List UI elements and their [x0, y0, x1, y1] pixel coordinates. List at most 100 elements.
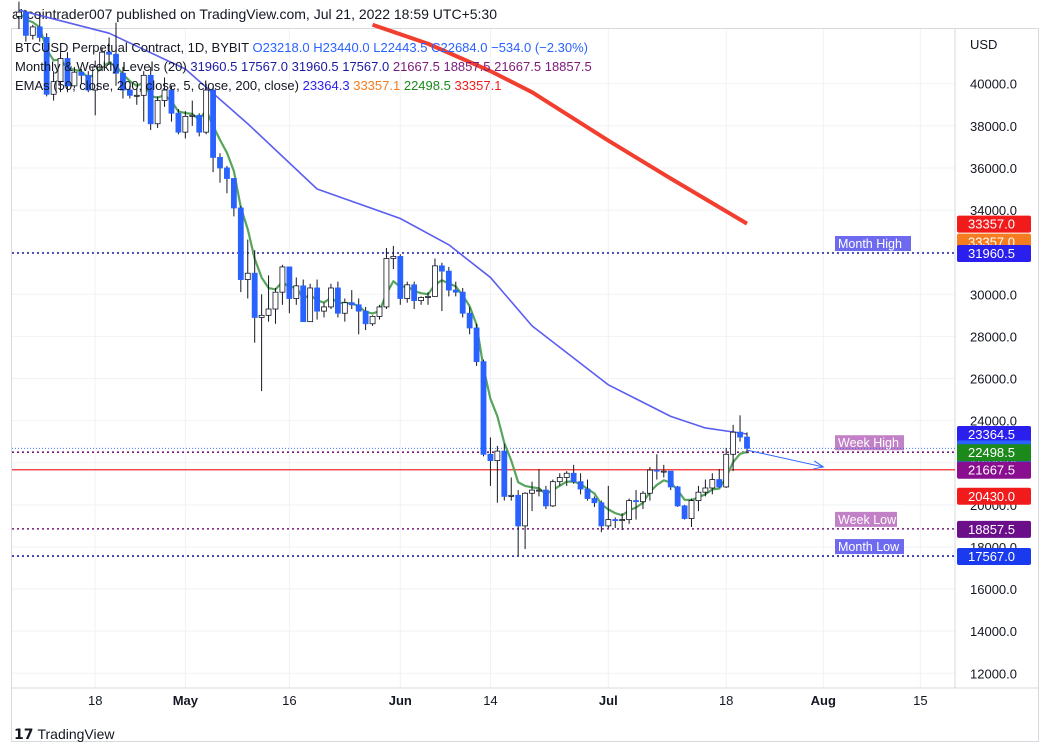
candle[interactable]	[543, 489, 549, 507]
candle[interactable]	[92, 66, 99, 91]
candle[interactable]	[702, 487, 709, 493]
candle[interactable]	[224, 167, 230, 179]
candle[interactable]	[64, 58, 71, 87]
candle[interactable]	[536, 489, 542, 492]
candle[interactable]	[626, 500, 633, 520]
projection-arrow[interactable]	[746, 449, 824, 468]
candle[interactable]	[348, 302, 355, 306]
candle[interactable]	[438, 265, 445, 272]
candle[interactable]	[140, 74, 147, 96]
candle[interactable]	[300, 285, 307, 323]
candle[interactable]	[168, 89, 175, 114]
candle[interactable]	[459, 291, 466, 314]
candle[interactable]	[549, 481, 556, 507]
candle[interactable]	[113, 53, 119, 74]
candle[interactable]	[341, 302, 348, 314]
candle[interactable]	[674, 486, 681, 507]
candle[interactable]	[411, 284, 418, 302]
candle[interactable]	[619, 519, 626, 522]
candle[interactable]	[376, 306, 383, 317]
candle[interactable]	[120, 72, 126, 91]
candle[interactable]	[272, 291, 279, 310]
candle[interactable]	[203, 89, 210, 133]
candle[interactable]	[744, 436, 750, 449]
candle[interactable]	[425, 295, 431, 298]
candle[interactable]	[210, 89, 216, 158]
candle[interactable]	[397, 255, 404, 299]
candle[interactable]	[244, 272, 251, 280]
candle[interactable]	[598, 502, 605, 527]
candle[interactable]	[647, 469, 653, 494]
candle[interactable]	[22, 11, 29, 36]
candle[interactable]	[688, 500, 695, 519]
candle[interactable]	[515, 494, 522, 527]
candle[interactable]	[591, 498, 598, 504]
candle[interactable]	[355, 304, 362, 312]
candle[interactable]	[737, 431, 743, 438]
candle[interactable]	[501, 450, 508, 497]
candle[interactable]	[237, 207, 244, 280]
candle[interactable]	[452, 289, 459, 293]
candle[interactable]	[161, 89, 168, 101]
candle[interactable]	[362, 310, 369, 325]
candle[interactable]	[85, 74, 92, 91]
candle[interactable]	[633, 500, 639, 503]
candle[interactable]	[473, 327, 480, 363]
candle[interactable]	[147, 74, 154, 125]
candle[interactable]	[99, 51, 106, 68]
candle[interactable]	[217, 157, 223, 169]
candle[interactable]	[508, 494, 515, 497]
candle[interactable]	[293, 285, 300, 299]
candle[interactable]	[328, 287, 334, 308]
candle[interactable]	[230, 178, 237, 209]
candle[interactable]	[487, 453, 494, 462]
candle[interactable]	[71, 71, 78, 87]
candle[interactable]	[529, 489, 535, 494]
candle[interactable]	[522, 492, 529, 527]
candle[interactable]	[390, 255, 397, 259]
candle[interactable]	[78, 71, 85, 76]
candle[interactable]	[640, 492, 646, 503]
candle[interactable]	[723, 453, 730, 488]
candle[interactable]	[50, 81, 57, 95]
candle[interactable]	[570, 472, 577, 483]
candle[interactable]	[612, 519, 619, 522]
candle[interactable]	[334, 287, 341, 314]
candle[interactable]	[577, 481, 584, 490]
candle[interactable]	[196, 114, 203, 133]
candle[interactable]	[29, 26, 36, 36]
candle[interactable]	[265, 308, 272, 316]
candle[interactable]	[653, 469, 660, 472]
candle[interactable]	[383, 258, 390, 308]
candle[interactable]	[404, 284, 411, 299]
candle[interactable]	[584, 488, 591, 499]
candle[interactable]	[57, 58, 64, 83]
candle[interactable]	[126, 89, 133, 96]
candle[interactable]	[709, 479, 716, 489]
candle[interactable]	[154, 100, 161, 125]
candle[interactable]	[494, 450, 501, 462]
candle[interactable]	[16, 11, 22, 17]
tradingview-logo[interactable]: 𝟭𝟳 TradingView	[14, 726, 115, 743]
candle[interactable]	[667, 470, 674, 488]
candle[interactable]	[133, 94, 140, 97]
candle[interactable]	[466, 312, 473, 329]
candle[interactable]	[307, 287, 314, 323]
candle[interactable]	[279, 266, 286, 293]
candle[interactable]	[286, 266, 293, 299]
candle[interactable]	[321, 306, 327, 312]
candle[interactable]	[369, 315, 376, 325]
candle[interactable]	[43, 37, 50, 95]
candle[interactable]	[681, 505, 688, 519]
candle[interactable]	[106, 51, 112, 55]
candle[interactable]	[445, 270, 452, 291]
candle[interactable]	[189, 114, 196, 117]
candle[interactable]	[258, 314, 265, 318]
candle[interactable]	[182, 115, 189, 133]
candle[interactable]	[556, 477, 563, 483]
candle[interactable]	[175, 112, 182, 133]
candle[interactable]	[716, 479, 723, 488]
candle[interactable]	[605, 519, 612, 527]
candle[interactable]	[480, 361, 487, 455]
candle[interactable]	[660, 470, 667, 473]
